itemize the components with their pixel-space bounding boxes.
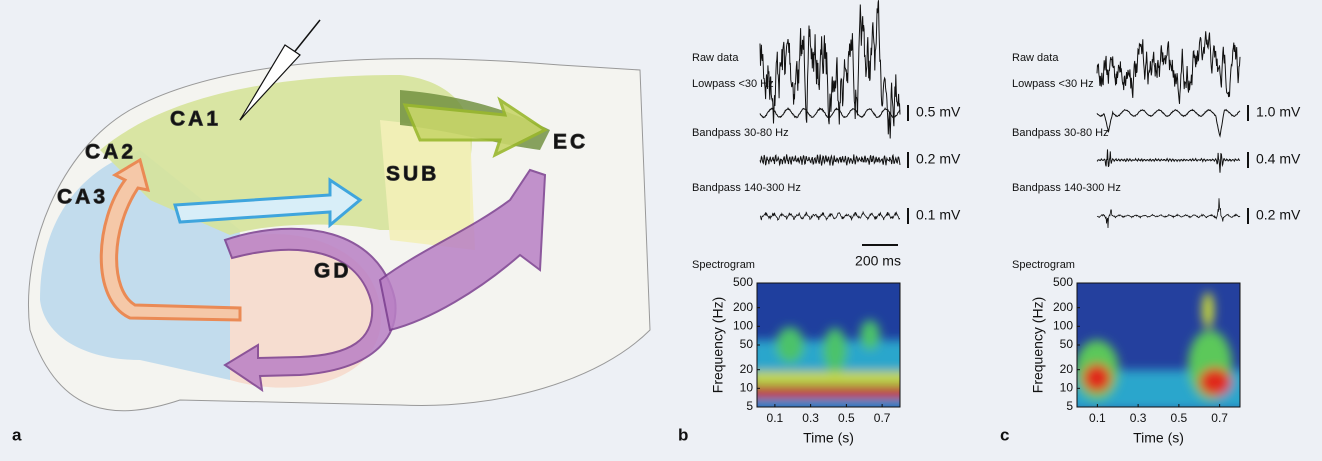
region-label: SUB — [386, 163, 439, 186]
y-axis-label: Frequency (Hz) — [710, 297, 726, 393]
region-label: CA2 — [85, 141, 136, 164]
trace-label: Bandpass 140-300 Hz — [1012, 182, 1121, 194]
x-tick-label: 0.7 — [1211, 411, 1228, 425]
y-tick-label: 100 — [733, 319, 753, 333]
y-tick-label: 20 — [740, 362, 754, 376]
panel-letter: b — [678, 425, 688, 444]
trace-label: Bandpass 30-80 Hz — [1012, 127, 1109, 139]
trace-label: Lowpass <30 Hz — [1012, 78, 1094, 90]
scale-label: 0.1 mV — [916, 207, 961, 223]
time-scale-label: 200 ms — [855, 253, 901, 269]
x-axis-label: Time (s) — [1133, 430, 1184, 446]
y-tick-label: 10 — [1060, 381, 1074, 395]
y-tick-label: 500 — [733, 275, 753, 289]
x-tick-label: 0.5 — [1171, 411, 1188, 425]
trace — [759, 0, 901, 139]
y-tick-label: 500 — [1053, 275, 1073, 289]
panel-letter: a — [12, 425, 22, 444]
trace — [759, 106, 901, 119]
y-tick-label: 200 — [1053, 300, 1073, 314]
trace — [759, 210, 901, 222]
trace-label: Bandpass 30-80 Hz — [692, 127, 789, 139]
y-tick-label: 200 — [733, 300, 753, 314]
y-tick-label: 100 — [1053, 319, 1073, 333]
trace — [1096, 198, 1241, 229]
scale-label: 0.2 mV — [916, 151, 961, 167]
spectrogram-title: Spectrogram — [692, 259, 755, 271]
x-tick-label: 0.5 — [838, 411, 855, 425]
x-tick-label: 0.1 — [1089, 411, 1106, 425]
y-tick-label: 20 — [1060, 362, 1074, 376]
y-axis-label: Frequency (Hz) — [1030, 297, 1046, 393]
scale-label: 0.5 mV — [916, 104, 961, 120]
trace-label: Raw data — [1012, 52, 1059, 64]
trace-label: Lowpass <30 Hz — [692, 78, 774, 90]
scale-label: 0.2 mV — [1256, 207, 1301, 223]
panel-letter: c — [1000, 425, 1009, 444]
trace-label: Raw data — [692, 52, 739, 64]
x-axis-label: Time (s) — [803, 430, 854, 446]
scale-label: 1.0 mV — [1256, 104, 1301, 120]
region-label: EC — [553, 131, 588, 154]
spectrogram-title: Spectrogram — [1012, 259, 1075, 271]
trace — [1096, 149, 1241, 173]
region-label: GD — [314, 260, 352, 283]
y-tick-label: 10 — [740, 381, 754, 395]
region-label: CA1 — [170, 108, 221, 131]
x-tick-label: 0.3 — [802, 411, 819, 425]
x-tick-label: 0.7 — [874, 411, 891, 425]
trace — [759, 153, 901, 167]
trace — [1096, 108, 1241, 138]
hippocampus-drawing — [28, 19, 651, 412]
trace-label: Bandpass 140-300 Hz — [692, 182, 801, 194]
y-tick-label: 50 — [1060, 337, 1074, 351]
spectrogram-image — [1077, 283, 1240, 407]
scale-label: 0.4 mV — [1256, 151, 1301, 167]
trace — [1096, 31, 1241, 104]
y-tick-label: 50 — [740, 337, 754, 351]
region-label: CA3 — [57, 186, 108, 209]
x-tick-label: 0.3 — [1130, 411, 1147, 425]
spectrogram-image — [757, 283, 900, 407]
y-tick-label: 5 — [1066, 399, 1073, 413]
y-tick-label: 5 — [746, 399, 753, 413]
x-tick-label: 0.1 — [767, 411, 784, 425]
